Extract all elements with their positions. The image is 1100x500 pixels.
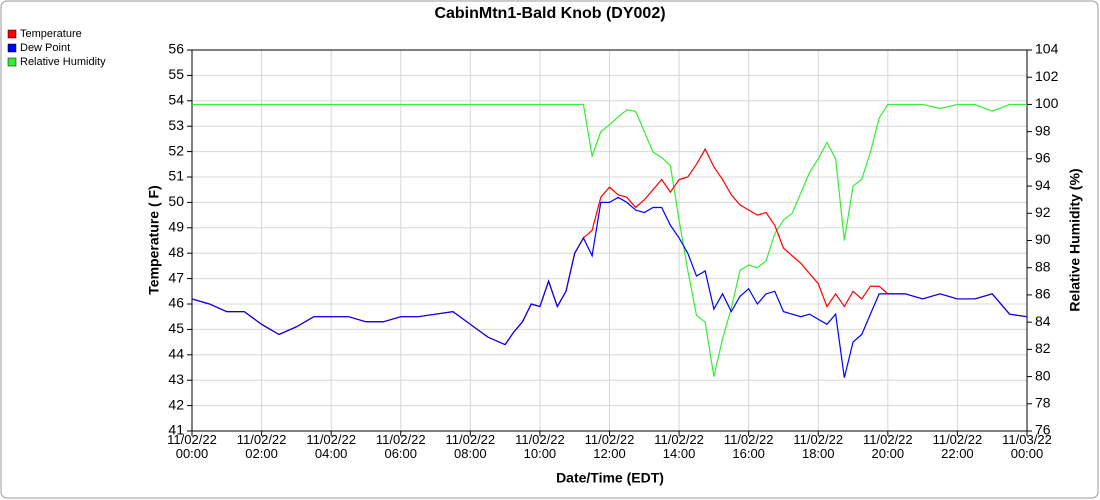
x-tick-label: 11/02/22 10:00 [515, 432, 565, 461]
y2-tick-label: 84 [1035, 313, 1051, 329]
x-tick-label: 11/02/22 12:00 [584, 432, 635, 461]
series-line [192, 103, 1027, 377]
x-tick-label: 11/02/22 08:00 [445, 432, 496, 461]
y2-tick-label: 92 [1035, 204, 1051, 220]
y-tick-label: 47 [168, 269, 184, 285]
series-line [191, 196, 1028, 378]
x-tick-label: 11/02/22 22:00 [932, 432, 983, 461]
y2-tick-label: 90 [1035, 231, 1051, 247]
x-tick-label: 11/02/22 02:00 [236, 432, 287, 461]
y2-tick-label: 86 [1035, 286, 1051, 302]
y2-tick-label: 102 [1035, 68, 1059, 84]
legend-label: Relative Humidity [20, 56, 106, 68]
y2-tick-label: 104 [1035, 41, 1059, 57]
y-tick-label: 52 [168, 142, 184, 158]
y-tick-label: 48 [168, 244, 184, 260]
y2-tick-label: 96 [1035, 150, 1051, 166]
x-tick-label: 11/02/22 04:00 [306, 432, 356, 461]
x-tick-label: 11/02/22 06:00 [375, 432, 426, 461]
y-tick-label: 55 [168, 66, 184, 82]
y2-tick-label: 78 [1035, 394, 1051, 410]
y-tick-label: 44 [168, 346, 184, 362]
x-tick-label: 11/02/22 16:00 [723, 432, 774, 461]
y2-tick-label: 94 [1035, 177, 1051, 193]
y-tick-label: 42 [168, 396, 184, 412]
legend-swatch [7, 29, 17, 39]
legend-swatch [7, 43, 17, 53]
x-axis-label: Date/Time (EDT) [556, 470, 664, 486]
legend-label: Temperature [20, 28, 82, 40]
x-tick-label: 11/02/22 20:00 [863, 432, 913, 461]
y-tick-label: 41 [168, 422, 184, 438]
y-tick-label: 46 [168, 295, 184, 311]
y2-tick-label: 76 [1035, 422, 1051, 438]
y-tick-label: 56 [168, 41, 184, 57]
x-tick-label: 11/03/22 00:00 [1002, 432, 1052, 461]
legend-label: Dew Point [20, 42, 70, 54]
x-tick-label: 11/02/22 18:00 [793, 432, 844, 461]
y-tick-label: 51 [168, 168, 184, 184]
y-tick-label: 54 [168, 92, 184, 108]
legend-swatch [7, 57, 17, 67]
y2-axis-label: Relative Humidity (%) [1067, 168, 1083, 311]
chart-title: CabinMtn1-Bald Knob (DY002) [434, 5, 665, 22]
y-tick-label: 43 [168, 371, 184, 387]
y2-tick-label: 88 [1035, 258, 1051, 274]
x-tick-label: 11/02/22 14:00 [654, 432, 704, 461]
y-axis-label: Temperature ( F) [146, 185, 162, 294]
y2-tick-label: 80 [1035, 367, 1051, 383]
y-tick-label: 50 [168, 193, 184, 209]
y-tick-label: 49 [168, 219, 184, 235]
y2-tick-label: 82 [1035, 340, 1051, 356]
y-tick-label: 53 [168, 117, 184, 133]
y-tick-label: 45 [168, 320, 184, 336]
plot-border [191, 49, 1028, 432]
y2-tick-label: 98 [1035, 122, 1051, 138]
x-tick-label: 11/02/22 00:00 [167, 432, 217, 461]
y2-tick-label: 100 [1035, 95, 1059, 111]
